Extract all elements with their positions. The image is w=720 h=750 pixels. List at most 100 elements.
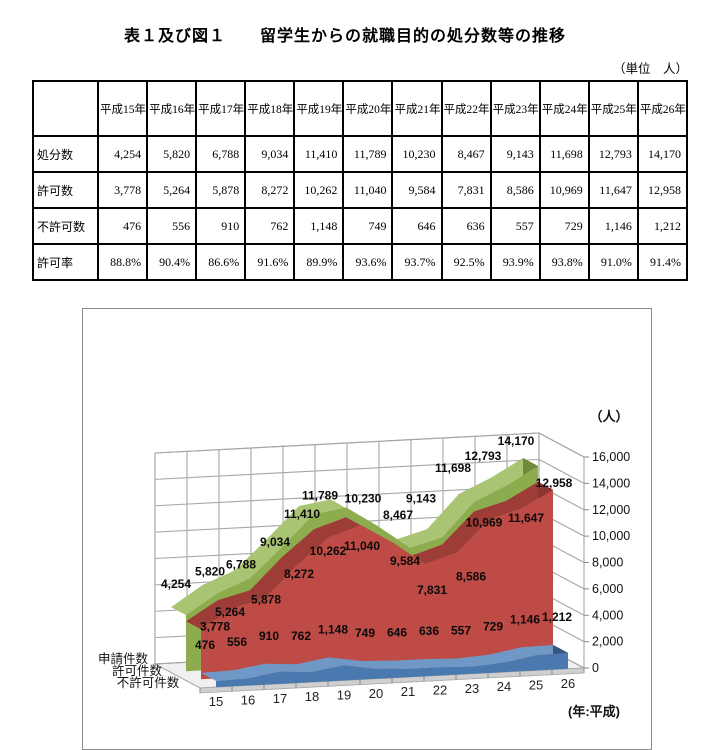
table-cell-value: 749 (342, 207, 394, 245)
table-cell-value: 476 (96, 207, 149, 245)
data-label: 9,584 (390, 554, 420, 568)
row-label: 不許可数 (32, 207, 99, 245)
page-title: 表１及び図１ 留学生からの就職目的の処分数等の推移 (123, 28, 566, 45)
table-cell-value: 729 (538, 207, 590, 245)
column-header: 平成19年 (293, 80, 345, 137)
data-label: 1,148 (318, 622, 348, 636)
category-axis-label: 20 (369, 686, 383, 701)
table-cell-value: 5,878 (195, 171, 247, 209)
data-label: 8,272 (284, 567, 314, 581)
table-cell-value: 11,410 (293, 135, 345, 173)
data-label: 476 (195, 638, 215, 652)
category-axis-label: 23 (465, 681, 479, 696)
table-cell-value: 89.9% (293, 243, 345, 281)
column-header: 平成22年 (440, 80, 492, 137)
table-cell-value: 10,969 (538, 171, 590, 209)
column-header: 平成15年 (96, 80, 149, 137)
series-axis-label-permitted: 許可件数 (112, 663, 163, 678)
data-label: 5,820 (195, 565, 225, 579)
value-axis-tick-label: 16,000 (592, 450, 630, 464)
category-axis-label: 21 (401, 684, 415, 699)
category-axis-label: 24 (497, 679, 511, 694)
data-label: 11,410 (284, 507, 320, 521)
table-row: 許可率 88.8% 90.4% 86.6% 91.6% 89.9% 93.6% 93.7% 92… (32, 243, 689, 281)
data-label: 4,254 (161, 577, 191, 591)
table-cell-value: 93.6% (342, 243, 394, 281)
data-label: 11,647 (508, 511, 544, 525)
table-cell-value: 5,820 (146, 135, 198, 173)
column-header: 平成17年 (195, 80, 247, 137)
area-chart-3d: 15 16 17 18 19 20 21 22 23 24 25 26 0 2,000 4,000 6,000… (82, 308, 652, 750)
table-cell-value: 557 (489, 207, 541, 245)
series-axis-label-applications: 申請件数 (98, 651, 149, 666)
table-header-row: 平成15年 平成16年 平成17年 平成18年 平成19年 平成20年 平成21年 平成22年… (32, 80, 689, 137)
table-cell-value: 762 (244, 207, 296, 245)
table-cell-value: 93.9% (489, 243, 541, 281)
table-cell-value: 9,584 (391, 171, 443, 209)
data-label: 646 (387, 626, 407, 640)
data-label: 14,170 (498, 434, 535, 448)
category-axis-label: 22 (433, 683, 447, 698)
value-axis-tick-label: 2,000 (592, 635, 623, 649)
chart-canvas: 15 16 17 18 19 20 21 22 23 24 25 26 0 2,000 4,000 6,000… (98, 409, 630, 719)
category-axis-label: 26 (561, 676, 575, 691)
column-header: 平成16年 (146, 80, 198, 137)
data-label: 6,788 (226, 557, 256, 571)
value-axis-tick-label: 0 (592, 661, 599, 675)
data-label: 8,467 (383, 508, 413, 522)
table-cell-value: 10,230 (391, 135, 443, 173)
table-row: 許可数 3,778 5,264 5,878 8,272 10,262 11,040 9,584… (32, 171, 689, 209)
data-label: 8,586 (456, 570, 486, 584)
data-label: 910 (259, 629, 279, 643)
value-axis-tick-label: 10,000 (592, 529, 630, 543)
table-cell-value: 91.0% (587, 243, 639, 281)
table-cell-value: 1,212 (636, 207, 689, 245)
column-header: 平成21年 (391, 80, 443, 137)
data-label: 3,778 (200, 619, 230, 633)
data-label: 12,793 (465, 449, 502, 463)
column-header: 平成26年 (636, 80, 689, 137)
category-axis-label: 16 (241, 693, 255, 708)
row-label: 処分数 (32, 135, 99, 173)
series-top-surface (171, 458, 538, 616)
table-cell-value: 1,146 (587, 207, 639, 245)
gridline-horizontal-rightwall (538, 432, 585, 458)
table-cell-value: 9,143 (489, 135, 541, 173)
table-cell-value: 10,262 (293, 171, 345, 209)
table-cell-value: 4,254 (96, 135, 149, 173)
category-axis-label: 25 (529, 678, 543, 693)
data-label: 636 (419, 624, 439, 638)
table-cell-value: 12,793 (587, 135, 639, 173)
value-axis-title: （人） (589, 409, 628, 424)
data-label: 749 (355, 626, 375, 640)
table-cell-value: 11,698 (538, 135, 590, 173)
data-label: 5,264 (215, 605, 245, 619)
table-cell-value: 11,789 (342, 135, 394, 173)
category-axis-label: 17 (273, 691, 287, 706)
table-cell-value: 86.6% (195, 243, 247, 281)
series-top-surface (201, 644, 568, 681)
category-axis-title: (年:平成) (568, 704, 620, 719)
series-front-face (216, 652, 568, 688)
table-cell-value: 8,272 (244, 171, 296, 209)
data-label: 1,212 (542, 610, 572, 624)
table-cell-value: 3,778 (96, 171, 149, 209)
table-cell-value: 14,170 (636, 135, 689, 173)
category-axis-label: 18 (305, 689, 319, 704)
table-cell-value: 93.8% (538, 243, 590, 281)
table-cell-value: 90.4% (146, 243, 198, 281)
data-label: 10,262 (310, 544, 347, 558)
data-label: 9,034 (260, 535, 290, 549)
value-axis-tick-label: 4,000 (592, 608, 623, 622)
table-cell-value: 91.4% (636, 243, 689, 281)
table-cell-value: 5,264 (146, 171, 198, 209)
value-axis-tick-label: 12,000 (592, 503, 630, 517)
column-header: 平成23年 (489, 80, 541, 137)
table-corner-cell (32, 80, 99, 137)
table-cell-value: 92.5% (440, 243, 492, 281)
data-label: 12,958 (536, 476, 573, 490)
data-label: 11,698 (435, 461, 471, 475)
gridline-horizontal-rightwall (538, 458, 585, 484)
data-label: 762 (291, 629, 311, 643)
